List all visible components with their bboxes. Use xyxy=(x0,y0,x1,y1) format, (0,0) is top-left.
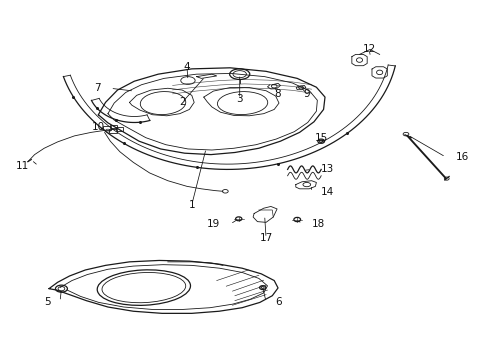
Text: 7: 7 xyxy=(94,83,101,93)
Bar xyxy=(110,125,117,129)
Text: 2: 2 xyxy=(179,98,185,107)
Text: 9: 9 xyxy=(303,89,309,99)
Text: 16: 16 xyxy=(454,152,468,162)
Text: 8: 8 xyxy=(274,89,281,99)
Text: 10: 10 xyxy=(92,122,105,132)
Bar xyxy=(116,127,122,131)
Text: 6: 6 xyxy=(275,297,282,307)
Text: 11: 11 xyxy=(16,161,29,171)
Text: 13: 13 xyxy=(321,165,334,174)
Text: 12: 12 xyxy=(362,45,375,54)
Text: 15: 15 xyxy=(314,133,327,143)
Text: 3: 3 xyxy=(236,94,243,104)
Text: 17: 17 xyxy=(259,233,272,243)
Text: 5: 5 xyxy=(44,297,50,307)
Bar xyxy=(109,129,117,134)
Text: 19: 19 xyxy=(207,219,220,229)
Bar xyxy=(103,126,111,130)
Text: 1: 1 xyxy=(188,200,195,210)
Text: 4: 4 xyxy=(183,62,190,72)
Text: 14: 14 xyxy=(321,187,334,197)
Text: 18: 18 xyxy=(311,219,324,229)
